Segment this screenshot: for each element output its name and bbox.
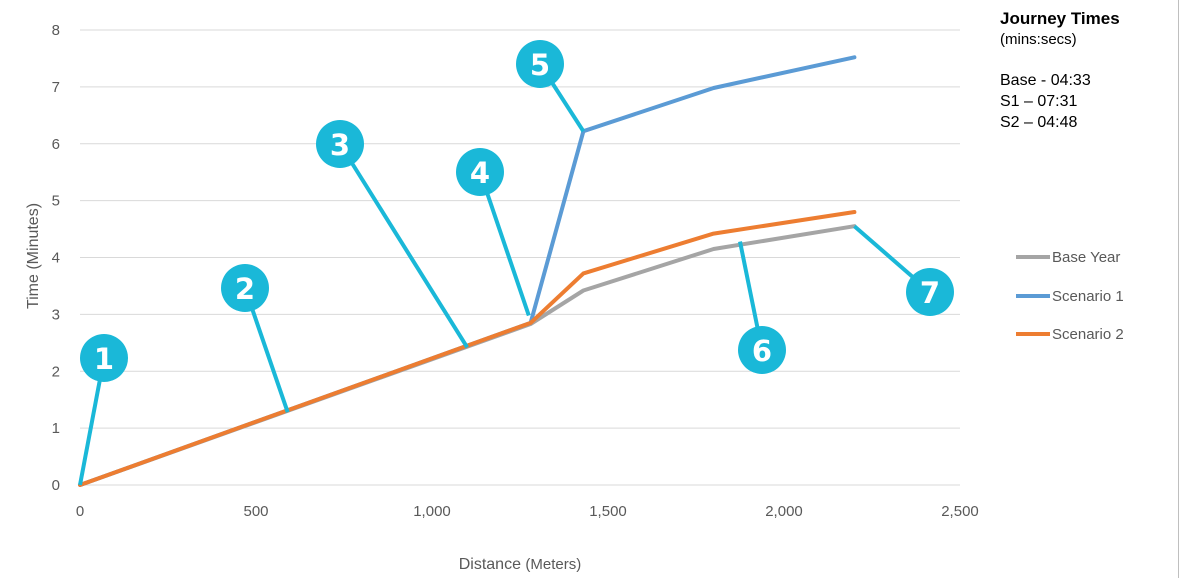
x-tick-label: 1,500 (589, 503, 627, 520)
x-axis-title: Distance (Meters) (459, 556, 582, 573)
numbered-annotations: 1 2 3 4 5 6 7 (78, 40, 954, 486)
gridlines (80, 29, 960, 486)
y-tick-label: 2 (52, 363, 60, 380)
y-tick-label: 3 (52, 306, 60, 323)
legend-label: Base Year (1052, 249, 1120, 266)
legend-label: Scenario 1 (1052, 288, 1124, 305)
annotation-number-5: 5 (530, 48, 550, 82)
y-tick-label: 8 (52, 22, 60, 39)
legend-label: Scenario 2 (1052, 326, 1124, 343)
x-axis-title-unit: (Meters) (525, 556, 581, 573)
annotation-leader-3 (338, 142, 469, 349)
y-tick-label: 5 (52, 193, 60, 210)
y-tick-label: 0 (52, 477, 60, 494)
y-axis-title: Time (Minutes) (25, 203, 42, 309)
series-line-scenario-2 (78, 210, 857, 487)
annotation-badge-3 (316, 120, 364, 168)
series-line-scenario-1 (78, 55, 857, 487)
x-axis-title-text: Distance (459, 556, 521, 573)
journey-time-s1: S1 – 07:31 (1000, 93, 1078, 110)
annotation-leader-4 (478, 171, 531, 317)
x-tick-label: 2,500 (941, 503, 979, 520)
annotation-badge-1 (80, 334, 128, 382)
x-axis-ticks: 0 500 1,000 1,500 2,000 2,500 (76, 503, 979, 520)
annotation-number-7: 7 (920, 276, 940, 310)
annotation-badge-7 (906, 268, 954, 316)
journey-times-title: Journey Times (1000, 9, 1120, 28)
journey-time-s2: S2 – 04:48 (1000, 114, 1078, 131)
annotation-badge-5 (516, 40, 564, 88)
x-tick-label: 500 (243, 503, 268, 520)
annotation-number-6: 6 (752, 334, 772, 368)
annotation-number-4: 4 (470, 156, 490, 190)
annotation-badge-2 (221, 264, 269, 312)
annotation-number-2: 2 (235, 272, 255, 306)
x-tick-label: 2,000 (765, 503, 803, 520)
journey-times-subtitle: (mins:secs) (1000, 31, 1077, 48)
annotation-badge-4 (456, 148, 504, 196)
annotation-badge-6 (738, 326, 786, 374)
journey-times-panel: Journey Times (mins:secs) Base - 04:33 S… (1000, 8, 1170, 133)
journey-time-base: Base - 04:33 (1000, 72, 1091, 89)
legend: Base Year Scenario 1 Scenario 2 (1016, 249, 1124, 343)
y-tick-label: 4 (52, 250, 60, 267)
x-tick-label: 0 (76, 503, 84, 520)
annotation-number-3: 3 (330, 128, 350, 162)
y-tick-label: 7 (52, 79, 60, 96)
y-tick-label: 1 (52, 420, 60, 437)
y-axis-ticks: 0 1 2 3 4 5 6 7 8 (52, 22, 60, 494)
frame-border (1178, 0, 1179, 578)
y-tick-label: 6 (52, 136, 60, 153)
series-line-base-year (78, 224, 857, 487)
x-tick-label: 1,000 (413, 503, 451, 520)
annotation-number-1: 1 (94, 342, 114, 376)
series-lines (78, 55, 857, 487)
